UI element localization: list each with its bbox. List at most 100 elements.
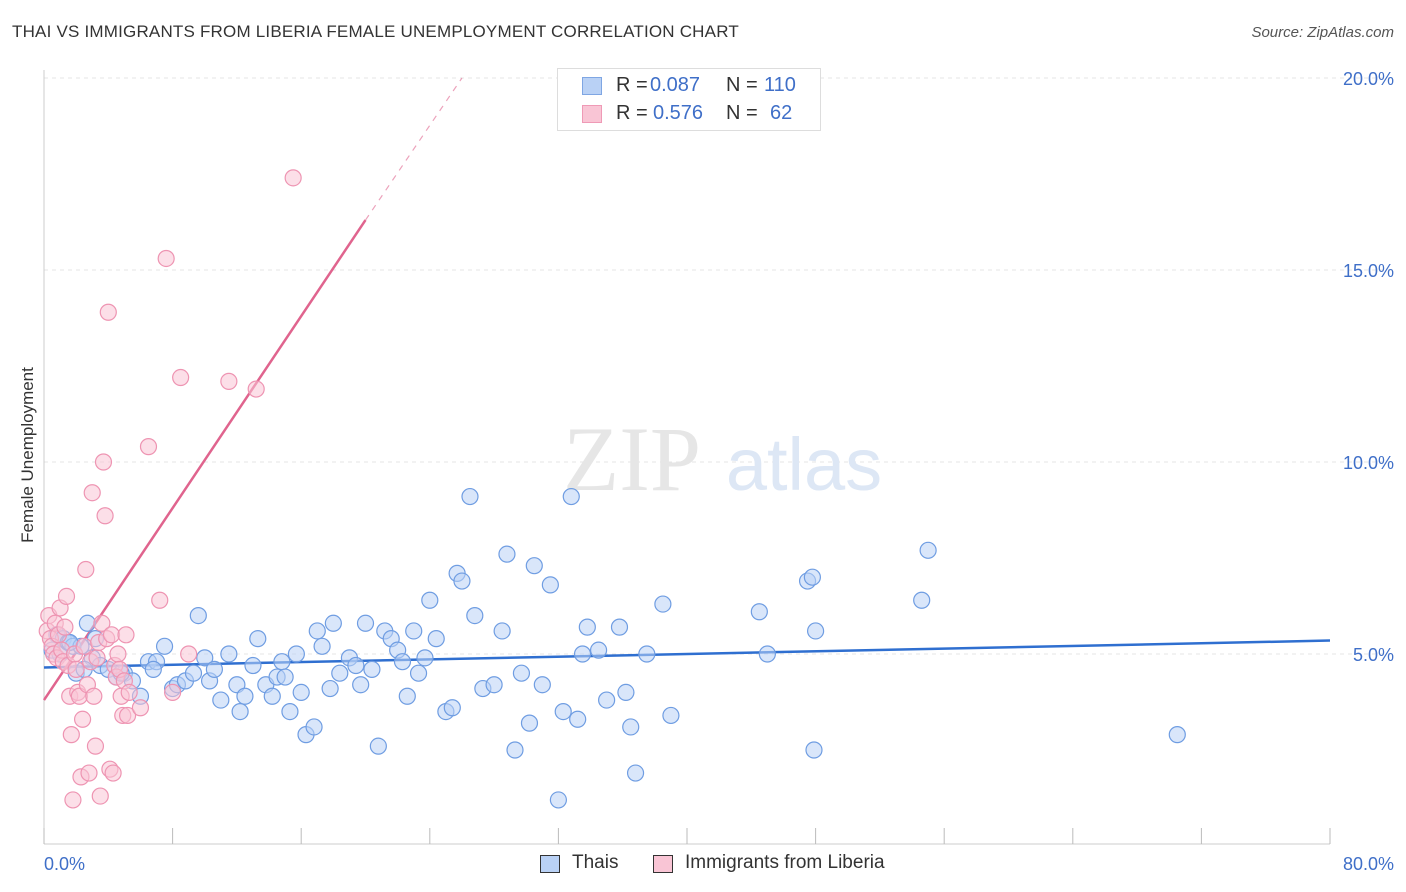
y-tick-label: 20.0% (1343, 69, 1394, 89)
y-tick-label: 5.0% (1353, 645, 1394, 665)
thais-point (292, 683, 310, 702)
watermark: ZIP atlas (563, 408, 882, 510)
stats-legend: R = 0.087 N = 110 R = 0.576 N = 62 (557, 68, 821, 131)
thais-point (393, 653, 412, 671)
liberia-point (64, 791, 82, 809)
thais-point (569, 710, 587, 728)
thais-point (803, 568, 821, 586)
legend-row-liberia: R = 0.576 N = 62 (558, 101, 820, 127)
liberia-point (93, 614, 111, 632)
liberia-point (164, 683, 182, 702)
liberia-point (57, 587, 76, 606)
thais-point (287, 645, 305, 663)
liberia-point (109, 645, 127, 663)
thais-point (589, 641, 608, 659)
thais-point (231, 702, 249, 721)
r-value: 0.576 (653, 102, 704, 124)
thais-point (598, 691, 616, 709)
r-label: R = (616, 102, 648, 124)
thais-point (485, 676, 503, 694)
thais-point (244, 656, 262, 675)
thais-point (427, 630, 445, 648)
liberia-point (96, 507, 114, 525)
thais-point (263, 687, 281, 705)
thais-point (913, 591, 931, 609)
thais-point (549, 791, 568, 809)
liberia-point (284, 169, 302, 187)
legend-label-thais: Thais (572, 852, 619, 873)
thais-point (276, 668, 294, 686)
liberia-point (180, 645, 198, 663)
liberia-point (73, 710, 92, 728)
thais-point (249, 630, 267, 648)
chart-title: THAI VS IMMIGRANTS FROM LIBERIA FEMALE U… (12, 22, 739, 41)
n-label: N = (726, 74, 758, 96)
n-label: N = (726, 102, 758, 124)
thais-point (626, 764, 645, 782)
y-axis-label: Female Unemployment (18, 367, 37, 543)
liberia-point (80, 764, 98, 782)
thais-point (398, 687, 416, 705)
thais-point (321, 679, 339, 698)
thais-point (919, 541, 937, 559)
thais-point (281, 702, 299, 721)
r-value: 0.087 (650, 74, 701, 96)
tick-labels: 5.0% 10.0% 15.0% 20.0% 0.0% 80.0% (44, 69, 1394, 874)
source-label: Source: ZipAtlas.com (1251, 24, 1394, 41)
thais-point (520, 714, 539, 732)
watermark-atlas: atlas (726, 423, 882, 506)
liberia-point (131, 699, 150, 717)
x-tick-label: 0.0% (44, 854, 85, 874)
thais-point (409, 664, 428, 682)
thais-point (308, 622, 326, 640)
y-tick-label: 15.0% (1343, 261, 1394, 281)
liberia-point (86, 737, 105, 755)
thais-point (189, 606, 207, 625)
thais-point (750, 603, 768, 621)
legend-label-liberia: Immigrants from Liberia (685, 852, 885, 873)
thais-point (236, 687, 254, 705)
thais-point (578, 618, 596, 636)
thais-point (220, 645, 238, 663)
thais-point (273, 653, 291, 671)
thais-point (622, 718, 640, 736)
thais-point (573, 645, 592, 663)
thais-point (525, 557, 543, 575)
thais-point (331, 664, 349, 682)
r-label: R = (616, 74, 648, 96)
thais-point (453, 572, 471, 590)
liberia-point (85, 687, 103, 705)
liberia-point (67, 660, 85, 678)
thais-point (1168, 726, 1186, 744)
liberia-point (56, 618, 74, 636)
thais-point (405, 622, 423, 640)
thais-point (196, 649, 214, 667)
x-tick-label: 80.0% (1343, 854, 1394, 874)
liberia-point (62, 726, 80, 744)
liberia-point (139, 438, 158, 456)
axes (43, 70, 1331, 845)
liberia-point (88, 649, 106, 667)
thais-point (554, 702, 572, 721)
n-value: 62 (770, 102, 793, 124)
thais-point (356, 614, 375, 632)
thais-point (498, 545, 516, 563)
thais-point (541, 576, 559, 594)
thais-point (305, 718, 323, 736)
liberia-point (117, 626, 135, 644)
thais-point (805, 741, 823, 759)
thais-point (461, 487, 479, 506)
thais-swatch (582, 77, 602, 95)
thais-point (443, 699, 461, 717)
thais-point (324, 614, 342, 632)
liberia-point (83, 484, 101, 502)
thais-point (512, 664, 531, 682)
liberia-point (172, 368, 190, 387)
thais-point (506, 741, 524, 759)
thais-point (654, 595, 672, 613)
liberia-point (102, 626, 121, 644)
thais-point (78, 614, 97, 632)
liberia-swatch (653, 855, 673, 873)
thais-point (533, 676, 551, 694)
